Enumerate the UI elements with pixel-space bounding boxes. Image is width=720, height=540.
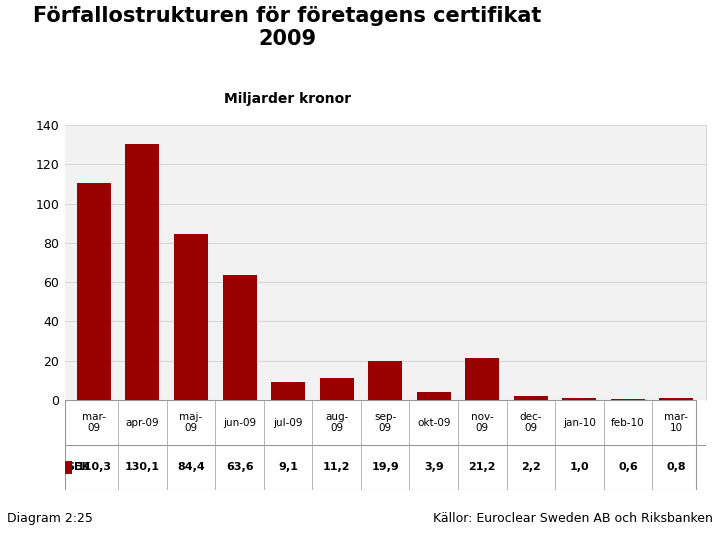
Bar — [465, 359, 499, 400]
Text: feb-10: feb-10 — [611, 417, 644, 428]
Bar — [174, 234, 208, 400]
Text: sep-
09: sep- 09 — [374, 411, 396, 433]
Text: Diagram 2:25: Diagram 2:25 — [7, 512, 93, 525]
Text: 84,4: 84,4 — [177, 462, 205, 472]
Bar — [271, 382, 305, 400]
Text: 11,2: 11,2 — [323, 462, 351, 472]
Bar — [611, 399, 645, 400]
Text: mar-
09: mar- 09 — [82, 411, 106, 433]
Text: 3,9: 3,9 — [424, 462, 444, 472]
Text: Källor: Euroclear Sweden AB och Riksbanken: Källor: Euroclear Sweden AB och Riksbank… — [433, 512, 713, 525]
Bar — [222, 275, 256, 400]
Bar — [368, 361, 402, 400]
Text: jun-09: jun-09 — [223, 417, 256, 428]
Bar — [125, 144, 159, 400]
Text: SEK: SEK — [66, 462, 90, 472]
Bar — [514, 396, 548, 400]
Text: Förfallostrukturen för företagens certifikat
2009: Förfallostrukturen för företagens certif… — [33, 6, 542, 49]
Bar — [417, 393, 451, 400]
Bar — [562, 398, 596, 400]
Bar — [660, 399, 693, 400]
Text: 9,1: 9,1 — [278, 462, 298, 472]
Bar — [320, 378, 354, 400]
Text: dec-
09: dec- 09 — [520, 411, 542, 433]
Text: 130,1: 130,1 — [125, 462, 160, 472]
Text: aug-
09: aug- 09 — [325, 411, 348, 433]
Text: ✦ ✦ ✦
✦   ✦
✦ ✦ ✦: ✦ ✦ ✦ ✦ ✦ ✦ ✦ ✦ — [654, 26, 674, 43]
Text: 1,0: 1,0 — [570, 462, 589, 472]
Text: apr-09: apr-09 — [126, 417, 159, 428]
Text: maj-
09: maj- 09 — [179, 411, 202, 433]
Text: 0,8: 0,8 — [667, 462, 686, 472]
Text: SVERIGES
RIKSBANK: SVERIGES RIKSBANK — [646, 63, 683, 73]
Bar — [65, 461, 72, 474]
Text: okt-09: okt-09 — [417, 417, 451, 428]
Text: 110,3: 110,3 — [76, 462, 112, 472]
Text: jan-10: jan-10 — [563, 417, 596, 428]
Text: 19,9: 19,9 — [372, 462, 399, 472]
Text: nov-
09: nov- 09 — [471, 411, 494, 433]
Text: 2,2: 2,2 — [521, 462, 541, 472]
Text: 63,6: 63,6 — [226, 462, 253, 472]
Bar — [77, 184, 111, 400]
Text: 21,2: 21,2 — [469, 462, 496, 472]
Text: jul-09: jul-09 — [274, 417, 303, 428]
Text: 0,6: 0,6 — [618, 462, 638, 472]
Text: mar-
10: mar- 10 — [665, 411, 688, 433]
Text: Miljarder kronor: Miljarder kronor — [224, 92, 351, 106]
